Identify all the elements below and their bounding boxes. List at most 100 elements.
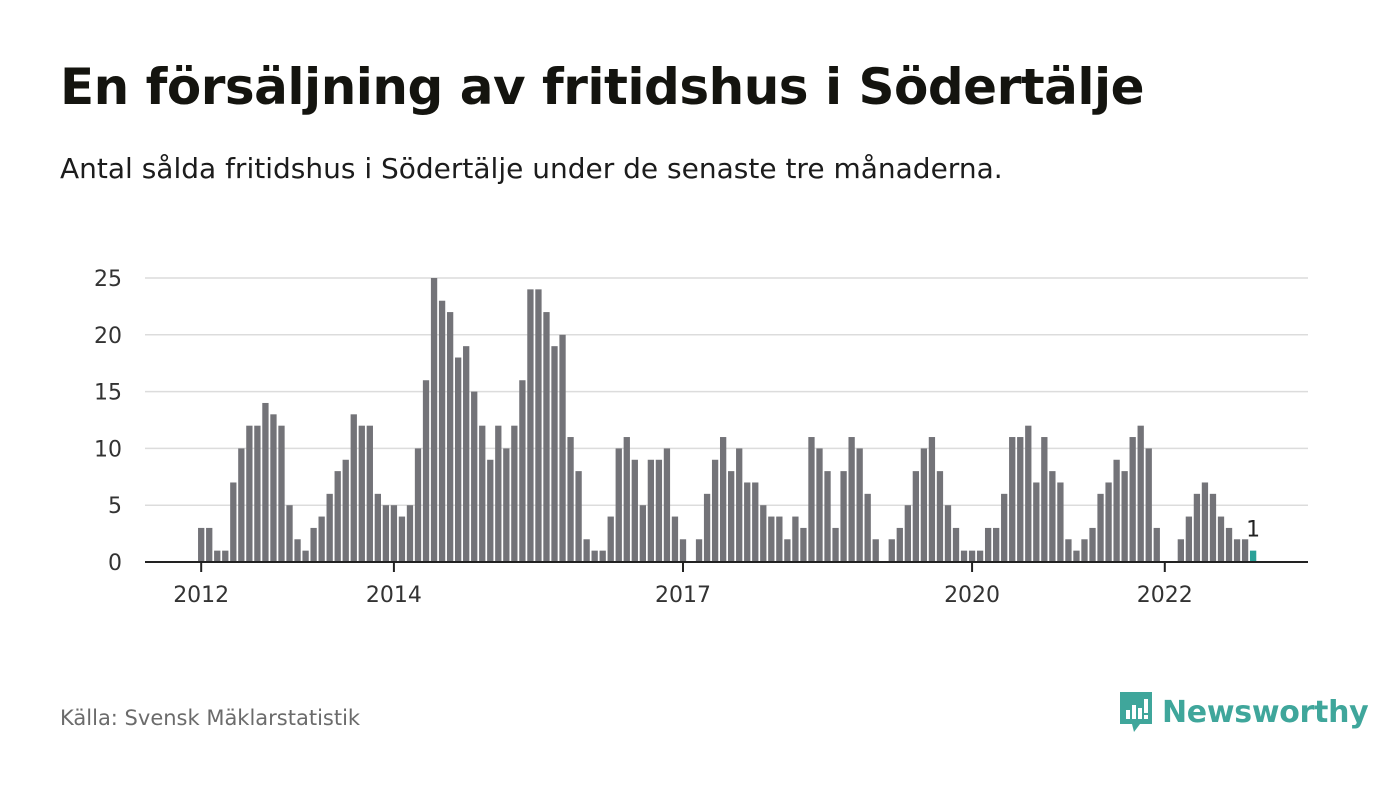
bar <box>776 516 783 562</box>
bar <box>559 334 566 562</box>
bar <box>1097 493 1104 562</box>
bar <box>1193 493 1201 562</box>
labels: 0 5 10 15 20 25 2012 2014 2017 2020 2022 1 <box>94 267 1260 608</box>
bar <box>1001 493 1008 562</box>
bar <box>848 437 855 562</box>
axes <box>145 561 1308 572</box>
bar <box>519 380 526 562</box>
bar <box>800 527 807 562</box>
brand-name: Newsworthy <box>1162 694 1369 730</box>
bar <box>1049 471 1056 562</box>
bar <box>671 516 679 562</box>
bar <box>1185 516 1193 562</box>
bar <box>888 539 895 562</box>
bar-highlight <box>1249 550 1257 562</box>
bar <box>246 425 253 562</box>
bar <box>1177 539 1184 562</box>
bar <box>455 357 462 562</box>
bar <box>294 539 301 562</box>
bar <box>655 459 663 562</box>
bar <box>286 505 293 562</box>
bar <box>575 471 582 562</box>
bar <box>463 346 470 562</box>
bar <box>366 425 373 562</box>
newsworthy-logo-icon <box>1120 692 1152 732</box>
bar <box>198 527 205 562</box>
bar <box>993 527 1000 562</box>
bar <box>254 425 261 562</box>
bars <box>198 278 1257 562</box>
bar <box>928 437 936 562</box>
bar <box>936 471 944 562</box>
bar <box>1233 539 1241 562</box>
y-tick-label: 15 <box>94 381 122 406</box>
bar <box>206 527 213 562</box>
bar <box>808 437 815 562</box>
bar <box>768 516 775 562</box>
bar <box>527 289 534 562</box>
bar <box>832 527 839 562</box>
bar <box>1033 482 1040 562</box>
bar <box>414 448 422 562</box>
bar <box>663 448 671 562</box>
bar <box>728 471 735 562</box>
bar <box>1137 425 1144 562</box>
bar <box>856 448 863 562</box>
bar <box>760 505 767 562</box>
bar <box>1041 437 1048 562</box>
y-tick-label: 10 <box>94 437 122 462</box>
bar <box>824 471 831 562</box>
bar-chart: 0 5 10 15 20 25 2012 2014 2017 2020 2022 1 <box>94 267 1308 608</box>
x-tick-label: 2022 <box>1137 583 1193 608</box>
bar <box>1153 527 1160 562</box>
bar <box>591 550 598 562</box>
bar <box>631 459 638 562</box>
bar <box>968 550 976 562</box>
bar <box>1209 493 1217 562</box>
bar <box>944 505 952 562</box>
bar <box>438 300 446 562</box>
bar <box>1113 459 1120 562</box>
bar <box>302 550 309 562</box>
bar <box>1225 527 1233 562</box>
bar <box>567 437 574 562</box>
last-value-label: 1 <box>1246 518 1260 543</box>
chart-subtitle: Antal sålda fritidshus i Södertälje unde… <box>60 152 1003 185</box>
bar <box>1089 527 1096 562</box>
bar <box>952 527 960 562</box>
bar <box>238 448 245 562</box>
bar <box>503 448 510 562</box>
bar <box>471 391 478 562</box>
bar <box>1025 425 1032 562</box>
bar <box>406 505 414 562</box>
bar <box>647 459 655 562</box>
bar <box>1009 437 1016 562</box>
bar <box>310 527 317 562</box>
bar <box>583 539 590 562</box>
bar <box>607 516 614 562</box>
chart-title: En försäljning av fritidshus i Södertälj… <box>60 58 1145 116</box>
bar <box>318 516 325 562</box>
bar <box>1057 482 1064 562</box>
bar <box>679 539 687 562</box>
bar <box>1121 471 1128 562</box>
brand-logo[interactable]: Newsworthy <box>1118 690 1369 734</box>
bar <box>350 414 357 562</box>
bar <box>326 493 333 562</box>
y-tick-label: 25 <box>94 267 122 292</box>
bar <box>342 459 349 562</box>
bar <box>334 471 341 562</box>
bar <box>695 539 703 562</box>
bar <box>872 539 879 562</box>
y-tick-label: 0 <box>108 551 122 576</box>
bar <box>1129 437 1136 562</box>
bar <box>639 505 646 562</box>
bar <box>703 493 711 562</box>
bar <box>422 380 430 562</box>
bar <box>912 471 920 562</box>
bar <box>719 437 727 562</box>
bar <box>904 505 911 562</box>
bar <box>599 550 606 562</box>
x-tick-label: 2017 <box>655 583 711 608</box>
bar <box>551 346 558 562</box>
